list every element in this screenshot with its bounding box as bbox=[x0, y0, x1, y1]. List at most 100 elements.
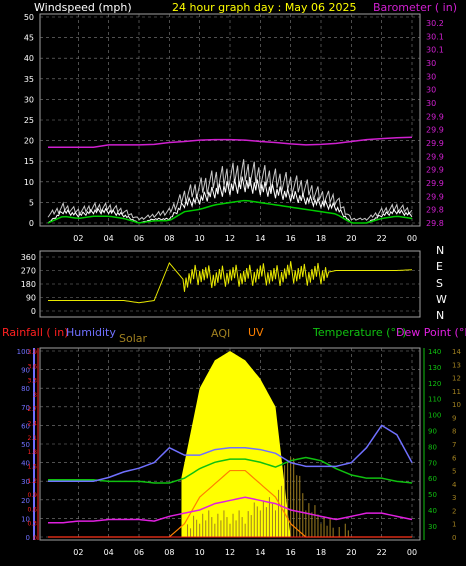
legend-aqi: AQI bbox=[211, 327, 230, 340]
barometer-line bbox=[48, 136, 413, 148]
direction-tick-label: 360 bbox=[21, 253, 36, 262]
wind-x-tick-label: 06 bbox=[134, 234, 144, 243]
temp-tick-label: 70 bbox=[428, 459, 437, 467]
rain-tick-label: 3.3 bbox=[27, 378, 37, 385]
windspeed-title: Windspeed (mph) bbox=[34, 1, 132, 14]
weather-x-tick-label: 12 bbox=[225, 548, 235, 557]
weather-series bbox=[48, 351, 413, 538]
humidity-tick-label: 20 bbox=[21, 497, 30, 505]
temp-tick-label: 130 bbox=[428, 364, 441, 372]
weather-axes: 010203040506070809010000.30.60.91.21.51.… bbox=[17, 348, 461, 542]
wind-x-tick-label: 14 bbox=[255, 234, 265, 243]
temp-tick-label: 80 bbox=[428, 443, 437, 451]
uv-tick-label: 6 bbox=[452, 454, 457, 462]
wind-tick-label: 25 bbox=[24, 116, 34, 125]
wind-tick-label: 45 bbox=[24, 34, 34, 43]
compass-label: W bbox=[436, 293, 447, 306]
humidity-tick-label: 90 bbox=[21, 367, 30, 375]
barometer-tick-label: 30.2 bbox=[426, 19, 444, 28]
wind-tick-label: 0 bbox=[29, 219, 34, 228]
temp-tick-label: 90 bbox=[428, 427, 437, 435]
barometer-tick-label: 30 bbox=[426, 86, 436, 95]
temperature-line bbox=[48, 456, 413, 484]
barometer-title: Barometer ( in) bbox=[373, 1, 457, 14]
barometer-tick-label: 30 bbox=[426, 72, 436, 81]
compass-label: S bbox=[436, 277, 443, 290]
wind-x-tick-label: 02 bbox=[73, 234, 83, 243]
humidity-tick-label: 40 bbox=[21, 460, 30, 468]
humidity-tick-label: 60 bbox=[21, 422, 30, 430]
uv-tick-label: 0 bbox=[452, 534, 456, 542]
compass-label: E bbox=[436, 260, 443, 273]
humidity-tick-label: 70 bbox=[21, 404, 30, 412]
rain-tick-label: 2.7 bbox=[27, 406, 37, 413]
temp-tick-label: 100 bbox=[428, 412, 441, 420]
barometer-tick-label: 29.9 bbox=[426, 139, 444, 148]
rain-tick-label: 0.3 bbox=[27, 521, 37, 528]
wind-x-tick-label: 04 bbox=[104, 234, 114, 243]
uv-tick-label: 7 bbox=[452, 441, 456, 449]
wind-tick-label: 20 bbox=[24, 137, 34, 146]
barometer-axis: 29.8 29.8 29.9 29.9 29.9 29.9 29.9 29.9 29.9 30 30… bbox=[426, 19, 444, 228]
direction-tick-label: 0 bbox=[31, 307, 36, 316]
wind-grid bbox=[40, 14, 420, 226]
temp-tick-label: 60 bbox=[428, 475, 437, 483]
barometer-tick-label: 30.1 bbox=[426, 32, 444, 41]
rain-tick-label: 1.8 bbox=[27, 449, 37, 456]
weather-x-tick-label: 22 bbox=[377, 548, 387, 557]
legend-dew-point: Dew Point (°F) bbox=[396, 326, 466, 339]
direction-tick-label: 270 bbox=[21, 267, 36, 276]
temp-tick-label: 40 bbox=[428, 507, 437, 515]
wind-tick-label: 40 bbox=[24, 54, 34, 63]
rain-tick-label: 0.9 bbox=[27, 492, 37, 499]
wind-tick-label: 5 bbox=[29, 198, 34, 207]
temp-tick-label: 50 bbox=[428, 491, 437, 499]
weather-x-axis: 02 04 06 08 10 12 14 16 18 20 22 00 bbox=[73, 548, 417, 557]
wind-x-tick-label: 00 bbox=[407, 234, 417, 243]
barometer-tick-label: 29.8 bbox=[426, 219, 444, 228]
weather-x-tick-label: 08 bbox=[164, 548, 174, 557]
wind-average-line bbox=[47, 199, 413, 224]
temp-tick-label: 30 bbox=[428, 523, 437, 531]
humidity-tick-label: 100 bbox=[17, 348, 30, 356]
barometer-tick-label: 29.9 bbox=[426, 152, 444, 161]
rain-tick-label: 0.6 bbox=[27, 506, 37, 513]
wind-x-tick-label: 12 bbox=[225, 234, 235, 243]
direction-panel bbox=[39, 250, 421, 318]
weather-x-tick-label: 20 bbox=[346, 548, 356, 557]
humidity-tick-label: 50 bbox=[21, 441, 30, 449]
barometer-tick-label: 30 bbox=[426, 59, 436, 68]
barometer-tick-label: 29.9 bbox=[426, 166, 444, 175]
barometer-tick-label: 29.8 bbox=[426, 206, 444, 215]
wind-series bbox=[47, 136, 413, 224]
wind-x-axis: 02 04 06 08 10 12 14 16 18 20 22 00 bbox=[73, 234, 417, 243]
weather-x-tick-label: 10 bbox=[195, 548, 205, 557]
wind-x-tick-label: 20 bbox=[346, 234, 356, 243]
barometer-tick-label: 29.9 bbox=[426, 179, 444, 188]
direction-tick-label: 90 bbox=[26, 294, 36, 303]
rain-tick-label: 3.9 bbox=[27, 349, 37, 356]
humidity-tick-label: 10 bbox=[21, 515, 30, 523]
direction-tick-label: 180 bbox=[21, 280, 36, 289]
rain-tick-label: 1.5 bbox=[27, 463, 37, 470]
direction-series bbox=[48, 261, 413, 304]
weather-x-tick-label: 00 bbox=[407, 548, 417, 557]
humidity-tick-label: 80 bbox=[21, 385, 30, 393]
legend-rainfall: Rainfall ( in) bbox=[2, 326, 69, 339]
barometer-tick-label: 29.9 bbox=[426, 192, 444, 201]
rain-tick-label: 3.6 bbox=[27, 363, 37, 370]
legend-temperature: Temperature (°F) bbox=[312, 326, 407, 339]
wind-x-tick-label: 08 bbox=[164, 234, 174, 243]
uv-tick-label: 14 bbox=[452, 348, 461, 356]
wind-x-tick-label: 18 bbox=[316, 234, 326, 243]
temp-tick-label: 110 bbox=[428, 396, 441, 404]
uv-tick-label: 9 bbox=[452, 414, 456, 422]
direction-axis: 0 90 180 270 360 bbox=[21, 253, 36, 316]
uv-tick-label: 4 bbox=[452, 481, 457, 489]
legend-humidity: Humidity bbox=[66, 326, 116, 339]
uv-tick-label: 3 bbox=[452, 494, 456, 502]
uv-tick-label: 11 bbox=[452, 388, 461, 396]
barometer-tick-label: 30 bbox=[426, 99, 436, 108]
compass-label: N bbox=[436, 309, 444, 322]
